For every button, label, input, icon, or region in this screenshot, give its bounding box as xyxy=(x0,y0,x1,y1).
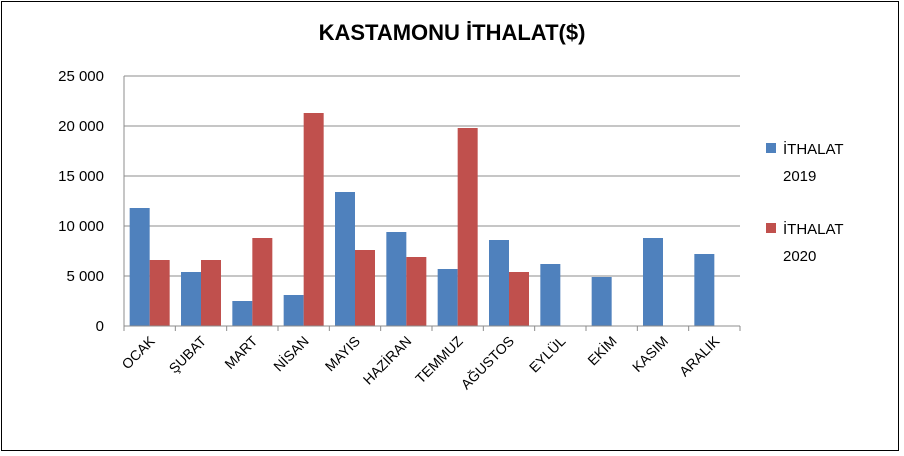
y-tick-label: 5 000 xyxy=(66,268,104,285)
x-tick-label: EYLÜL xyxy=(525,332,569,376)
x-tick-label: NİSAN xyxy=(270,332,312,374)
bar-2020-hazi̇ran xyxy=(406,257,427,326)
bar-2019-ağustos xyxy=(489,240,509,326)
x-tick-label: EKİM xyxy=(584,332,620,368)
x-tick-label: OCAK xyxy=(118,332,158,372)
legend-label: İTHALAT xyxy=(783,220,844,238)
x-tick-label: AĞUSTOS xyxy=(458,333,518,393)
bar-2019-eylül xyxy=(540,264,561,326)
bar-2020-ni̇san xyxy=(303,113,324,326)
bar-2020-şubat xyxy=(201,260,221,326)
x-tick-label: MAYIS xyxy=(322,333,363,374)
bar-2020-mayis xyxy=(355,250,375,326)
bar-2020-ocak xyxy=(149,260,170,326)
y-tick-label: 20 000 xyxy=(58,118,104,135)
bar-2019-ocak xyxy=(129,208,150,326)
x-tick-label: ŞUBAT xyxy=(166,332,210,376)
bar-2019-aralik xyxy=(694,254,715,326)
bar-2019-mayis xyxy=(335,192,355,326)
bar-2019-eki̇m xyxy=(591,277,612,326)
bar-2019-kasim xyxy=(643,238,663,326)
x-tick-label: TEMMUZ xyxy=(412,333,466,387)
chart-title: KASTAMONU İTHALAT($) xyxy=(318,20,586,45)
bar-2019-temmuz xyxy=(437,269,458,326)
legend-label: İTHALAT xyxy=(783,140,844,158)
bar-2019-mart xyxy=(232,301,253,326)
legend-label: 2020 xyxy=(783,248,816,265)
y-tick-label: 0 xyxy=(96,318,104,335)
bar-2020-ağustos xyxy=(509,272,529,326)
bar-2019-şubat xyxy=(181,272,201,326)
x-tick-label: HAZİRAN xyxy=(359,332,414,387)
legend-swatch xyxy=(766,223,776,233)
y-tick-label: 10 000 xyxy=(58,218,104,235)
bar-2020-mart xyxy=(252,238,273,326)
bar-2019-ni̇san xyxy=(283,295,304,326)
bar-2020-temmuz xyxy=(457,128,478,326)
y-tick-label: 25 000 xyxy=(58,68,104,85)
x-tick-label: MART xyxy=(221,332,260,371)
legend-swatch xyxy=(766,143,776,153)
legend-label: 2019 xyxy=(783,168,816,185)
x-tick-label: KASIM xyxy=(629,333,671,375)
x-tick-label: ARALIK xyxy=(676,332,723,379)
bar-2019-hazi̇ran xyxy=(386,232,407,326)
y-tick-label: 15 000 xyxy=(58,168,104,185)
